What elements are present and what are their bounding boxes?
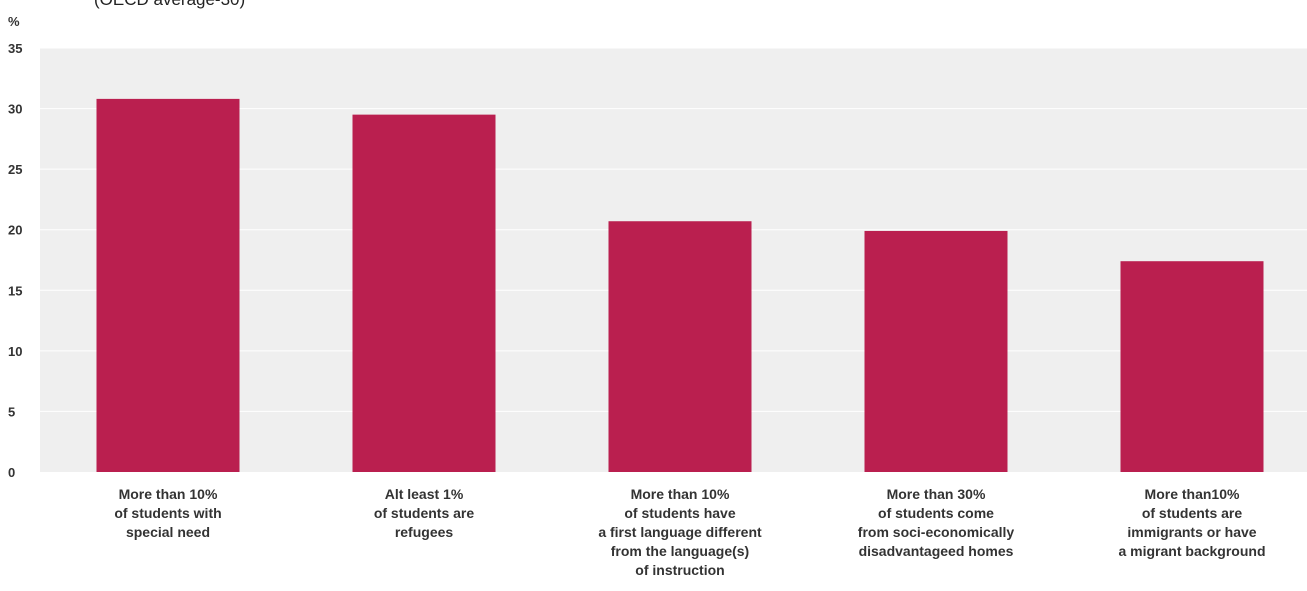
x-category-label: a migrant background [1118,543,1265,559]
bar [608,221,752,472]
y-tick-label: 15 [8,283,22,298]
y-axis-label: % [8,14,20,29]
y-tick-label: 0 [8,465,15,480]
bar [96,98,240,472]
y-tick-label: 10 [8,344,22,359]
x-category-label: of students with [114,505,221,521]
x-category-label: of students come [878,505,994,521]
bar [1120,261,1264,472]
x-category-label: of instruction [635,562,724,578]
x-category-label: of students are [374,505,475,521]
bar [352,114,496,472]
x-category-label: Alt least 1% [385,486,464,502]
x-category-label: More than10% [1145,486,1240,502]
x-category-label: disadvantageed homes [859,543,1014,559]
x-category-label: More than 10% [119,486,218,502]
x-category-label: refugees [395,524,454,540]
y-tick-label: 25 [8,162,22,177]
x-category-label: More than 30% [887,486,986,502]
bar [864,230,1008,472]
x-category-label: More than 10% [631,486,730,502]
x-category-label: a first language different [598,524,762,540]
y-tick-label: 5 [8,404,15,419]
chart-title-partial: (OECD average-30) [94,0,245,10]
y-tick-label: 35 [8,41,22,56]
y-tick-label: 20 [8,223,22,238]
x-category-label: immigrants or have [1127,524,1256,540]
x-category-label: of students are [1142,505,1243,521]
x-category-label: from soci-economically [858,524,1015,540]
x-category-label: of students have [624,505,735,521]
x-category-label: from the language(s) [611,543,749,559]
x-category-label: special need [126,524,210,540]
y-tick-label: 30 [8,102,22,117]
